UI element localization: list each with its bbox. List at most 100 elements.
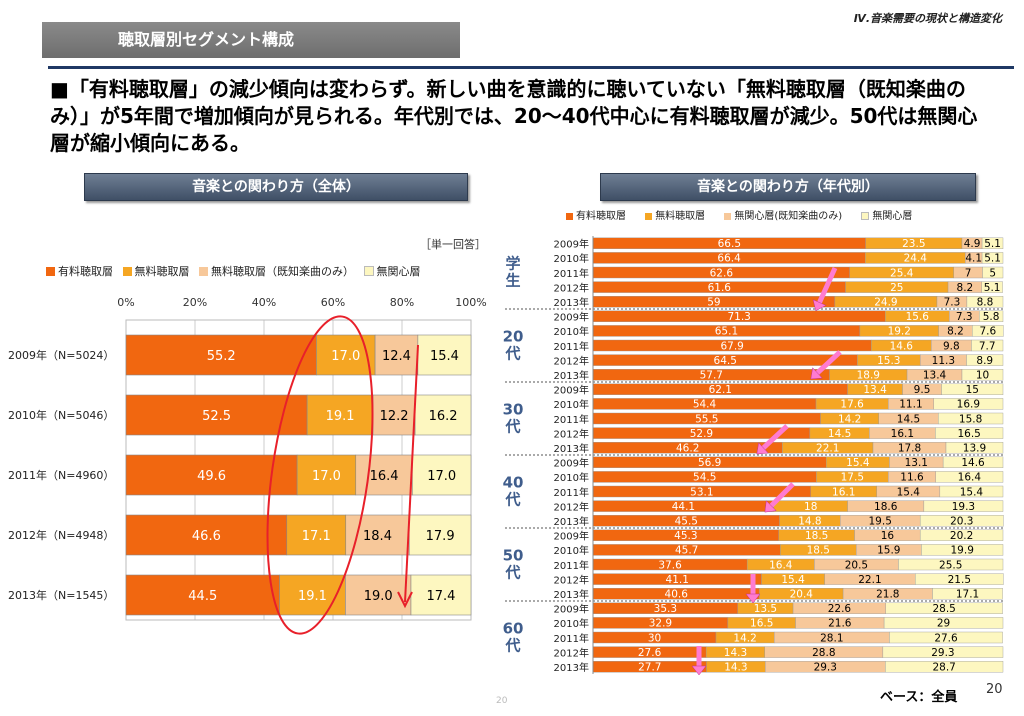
data-label: 13.4 [923, 370, 947, 382]
bar-segment [979, 310, 1004, 323]
data-label: 55.2 [207, 349, 236, 364]
data-label: 20.3 [950, 516, 973, 528]
bar-segment [933, 398, 1004, 410]
data-label: 44.5 [188, 589, 217, 604]
bar-segment [412, 454, 472, 496]
bar-segment [410, 574, 472, 616]
data-label: 67.9 [720, 340, 743, 352]
year-label: 2010年 [554, 252, 589, 265]
data-label: 49.6 [197, 469, 226, 484]
bar-segment [279, 574, 346, 616]
year-label: 2010年 [554, 398, 589, 411]
data-label: 16.2 [429, 409, 458, 424]
data-label: 4.9 [964, 238, 981, 250]
data-label: 23.5 [902, 238, 925, 250]
bar-segment [932, 588, 1003, 600]
data-label: 8.9 [976, 355, 993, 367]
data-label: 17.4 [427, 589, 456, 604]
year-label: 2013年 [554, 661, 589, 674]
legend-swatch-free [122, 267, 132, 276]
data-label: 5.1 [984, 282, 1001, 294]
data-label: 14.8 [798, 516, 821, 528]
year-label: 2012年 [554, 281, 589, 294]
year-label: 2009年 [554, 238, 589, 251]
year-label: 2013年 [554, 515, 589, 528]
data-label: 45.3 [674, 530, 697, 542]
data-label: 16.4 [769, 559, 793, 571]
data-label: 28.7 [932, 662, 955, 674]
data-label: 30 [648, 632, 661, 644]
data-label: 28.1 [820, 632, 843, 644]
data-label: 19.3 [952, 501, 975, 513]
category-label: 2009年（N=5024） [8, 348, 114, 362]
year-label: 2010年 [554, 325, 589, 338]
data-label: 15.9 [877, 545, 900, 557]
data-label: 37.6 [658, 559, 682, 571]
data-label: 18.5 [807, 545, 830, 557]
trend-arrow [757, 424, 789, 454]
legend-label: 無関心層(既知楽曲のみ) [734, 211, 843, 222]
data-label: 19.9 [951, 545, 974, 557]
bar-segment [408, 514, 472, 556]
bar-segment [972, 325, 1004, 337]
bar-segment [125, 334, 317, 376]
bar-segment [966, 354, 1004, 366]
x-tick-label: 40% [252, 296, 276, 309]
data-label: 45.7 [675, 545, 698, 557]
data-label: 27.6 [934, 632, 958, 644]
data-label: 56.9 [698, 457, 721, 469]
year-label: 2011年 [554, 486, 589, 499]
legend-label: 有料聴取層 [576, 211, 626, 222]
bar-segment [919, 529, 1004, 541]
data-label: 16.4 [958, 472, 982, 484]
year-label: 2012年 [554, 354, 589, 367]
data-label: 14.5 [828, 428, 851, 440]
data-label: 16 [881, 530, 895, 542]
data-label: 16.4 [370, 469, 399, 484]
group-label: 学生 [505, 255, 520, 290]
data-label: 11.3 [932, 355, 955, 367]
data-label: 19.0 [364, 589, 393, 604]
legend-swatch-free-known [724, 213, 732, 220]
bar-segment [125, 454, 298, 496]
data-label: 5.1 [984, 253, 1001, 265]
data-label: 66.4 [717, 253, 741, 265]
bar-segment [945, 441, 1004, 454]
data-label: 25.4 [890, 267, 914, 279]
data-label: 21.6 [828, 618, 852, 630]
bar-segment [885, 661, 1004, 673]
data-label: 7.3 [956, 311, 973, 323]
data-label: 5 [989, 267, 996, 279]
x-tick-label: 20% [183, 296, 207, 309]
bar-segment [125, 394, 308, 436]
category-label: 2010年（N=5046） [8, 408, 114, 422]
year-label: 2012年 [554, 500, 589, 513]
year-label: 2010年 [554, 617, 589, 630]
year-label: 2011年 [554, 413, 589, 426]
data-label: 62.6 [710, 267, 734, 279]
data-label: 7.3 [944, 297, 961, 309]
data-label: 17.1 [302, 529, 331, 544]
data-label: 28.8 [812, 647, 835, 659]
left-chart-title: 音楽との関わり方（全体） [84, 173, 468, 201]
data-label: 20.5 [845, 559, 868, 571]
data-label: 7.6 [979, 326, 996, 338]
x-tick-label: 100% [455, 296, 486, 309]
data-label: 21.8 [876, 589, 899, 601]
data-label: 16.9 [957, 399, 980, 411]
group-label: 40 代 [503, 474, 524, 509]
data-label: 66.5 [718, 238, 741, 250]
legend-label: 無関心層 [376, 265, 421, 278]
trend-arrowhead [745, 593, 761, 604]
category-label: 2013年（N=1545） [8, 588, 114, 602]
page-number: 20 [986, 682, 1003, 697]
bar-segment [981, 252, 1004, 264]
bar-segment [971, 339, 1004, 352]
bar-segment [296, 454, 357, 496]
bar-segment [898, 558, 1004, 571]
year-label: 2011年 [554, 632, 589, 645]
trend-arrowhead [764, 500, 777, 513]
data-label: 46.6 [192, 529, 221, 544]
data-label: 5.1 [984, 238, 1001, 250]
data-label: 54.5 [693, 472, 716, 484]
